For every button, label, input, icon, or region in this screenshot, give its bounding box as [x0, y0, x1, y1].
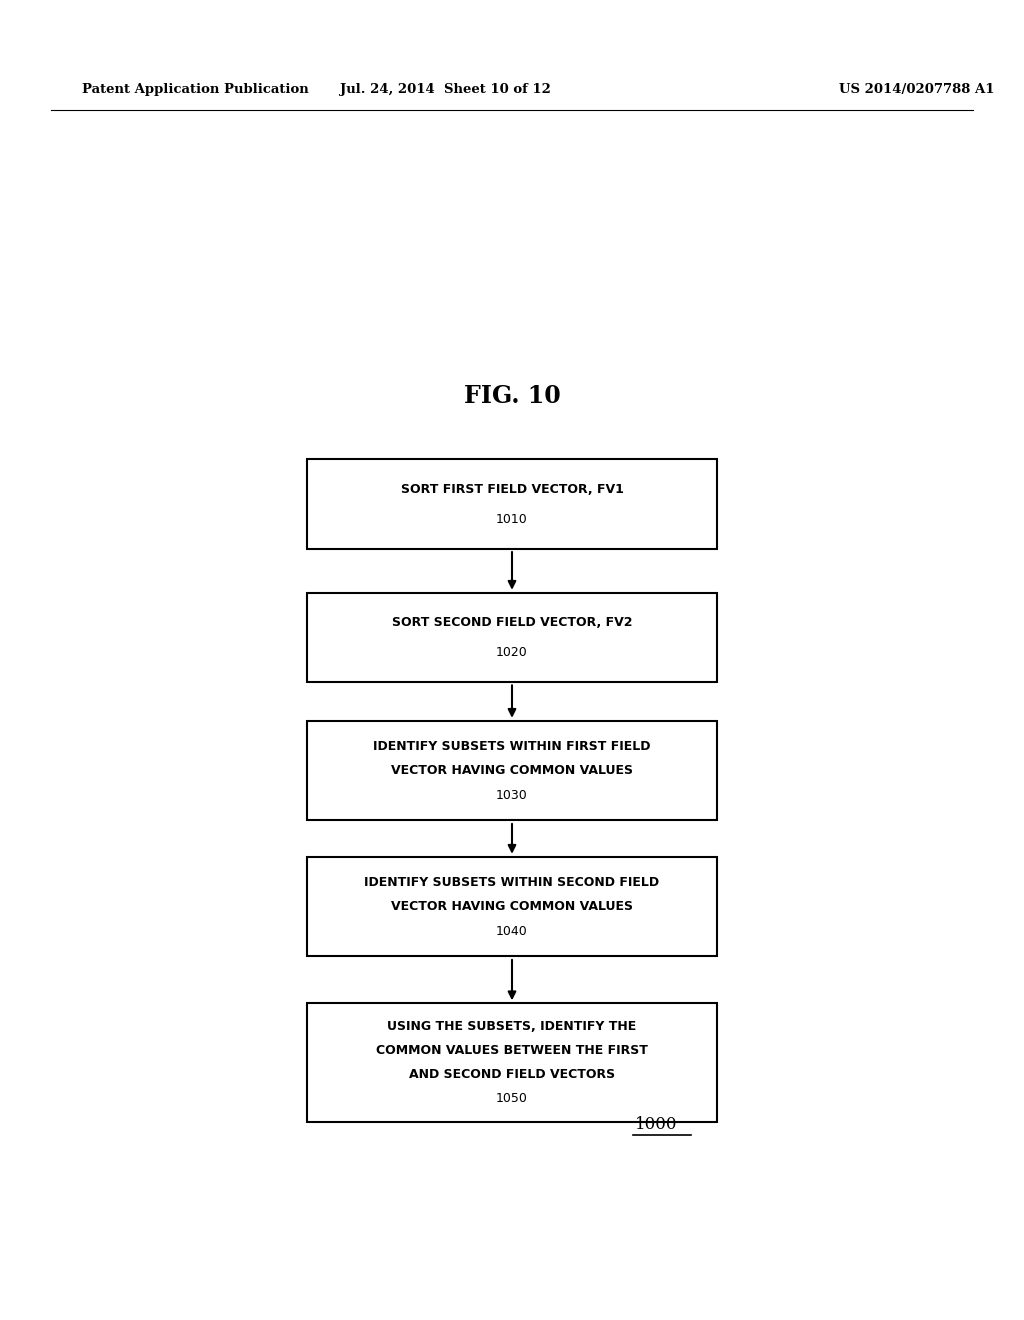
Text: VECTOR HAVING COMMON VALUES: VECTOR HAVING COMMON VALUES: [391, 900, 633, 913]
Text: Jul. 24, 2014  Sheet 10 of 12: Jul. 24, 2014 Sheet 10 of 12: [340, 83, 551, 96]
Bar: [307, 459, 717, 549]
Bar: [307, 593, 717, 682]
Text: AND SECOND FIELD VECTORS: AND SECOND FIELD VECTORS: [409, 1068, 615, 1081]
Text: 1040: 1040: [496, 925, 528, 939]
Text: IDENTIFY SUBSETS WITHIN FIRST FIELD: IDENTIFY SUBSETS WITHIN FIRST FIELD: [374, 739, 650, 752]
Text: SORT SECOND FIELD VECTOR, FV2: SORT SECOND FIELD VECTOR, FV2: [392, 616, 632, 630]
Text: USING THE SUBSETS, IDENTIFY THE: USING THE SUBSETS, IDENTIFY THE: [387, 1020, 637, 1034]
Bar: [307, 721, 717, 820]
Text: FIG. 10: FIG. 10: [464, 384, 560, 408]
Text: SORT FIRST FIELD VECTOR, FV1: SORT FIRST FIELD VECTOR, FV1: [400, 483, 624, 496]
Text: 1000: 1000: [635, 1117, 678, 1133]
Text: 1030: 1030: [496, 789, 528, 803]
Text: Patent Application Publication: Patent Application Publication: [82, 83, 308, 96]
Bar: [307, 1003, 717, 1122]
Text: COMMON VALUES BETWEEN THE FIRST: COMMON VALUES BETWEEN THE FIRST: [376, 1044, 648, 1057]
Text: 1050: 1050: [496, 1092, 528, 1105]
Text: VECTOR HAVING COMMON VALUES: VECTOR HAVING COMMON VALUES: [391, 764, 633, 777]
Text: IDENTIFY SUBSETS WITHIN SECOND FIELD: IDENTIFY SUBSETS WITHIN SECOND FIELD: [365, 875, 659, 888]
Bar: [307, 858, 717, 956]
Text: 1020: 1020: [496, 645, 528, 659]
Text: US 2014/0207788 A1: US 2014/0207788 A1: [839, 83, 994, 96]
Text: 1010: 1010: [496, 512, 528, 525]
